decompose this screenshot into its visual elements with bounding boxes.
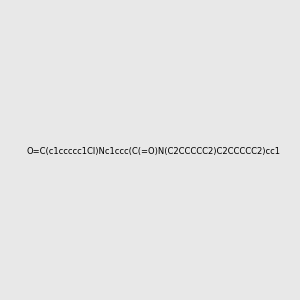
Text: O=C(c1ccccc1Cl)Nc1ccc(C(=O)N(C2CCCCC2)C2CCCCC2)cc1: O=C(c1ccccc1Cl)Nc1ccc(C(=O)N(C2CCCCC2)C2… (27, 147, 281, 156)
